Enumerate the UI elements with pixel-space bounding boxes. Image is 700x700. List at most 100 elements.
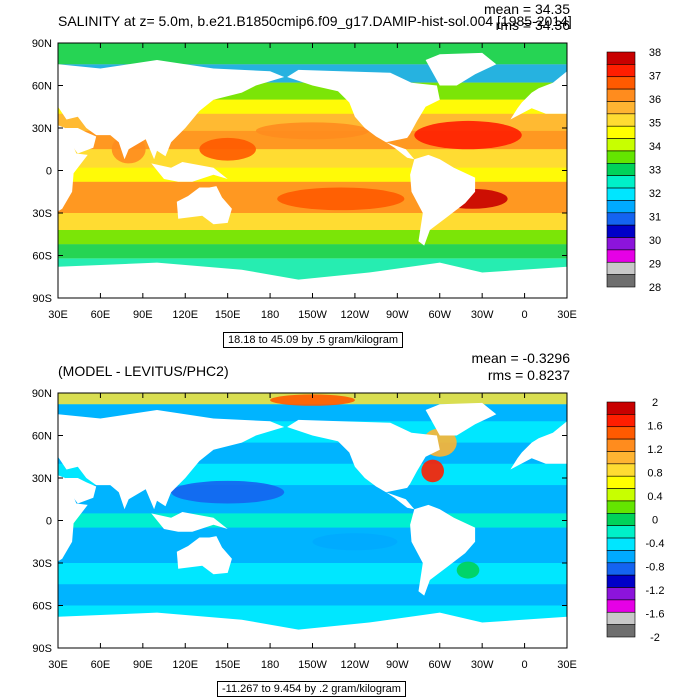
x-tick-label: 150E (215, 659, 241, 671)
colorbar-swatch (606, 513, 636, 526)
colorbar-swatch (606, 200, 636, 214)
colorbar-swatch (606, 463, 636, 477)
colorbar-swatch (606, 550, 636, 564)
x-tick-label: 120E (172, 659, 198, 671)
salinity-rms: rms = 34.36 (495, 17, 570, 33)
difference-contour-info: -11.267 to 9.454 by .2 gram/kilogram (217, 681, 406, 697)
colorbar-label: 0.8 (647, 468, 662, 480)
colorbar-swatch (606, 150, 636, 164)
y-tick-label: 60N (32, 431, 52, 443)
colorbar-label: 29 (649, 259, 661, 271)
land-mask (510, 71, 567, 120)
colorbar-label: 28 (649, 282, 661, 294)
colorbar-swatch (606, 488, 636, 502)
colorbar-label: -1.6 (646, 609, 665, 621)
difference-rms: rms = 0.8237 (487, 367, 570, 383)
colorbar-swatch (606, 76, 636, 90)
colorbar-swatch (606, 224, 636, 238)
colorbar-swatch (606, 187, 636, 201)
y-tick-label: 60N (32, 81, 52, 93)
x-tick-label: 120W (341, 659, 370, 671)
colorbar-label: -0.4 (646, 538, 665, 550)
land-mask (386, 142, 415, 160)
land-mask (510, 421, 567, 470)
x-tick-label: 30E (48, 659, 68, 671)
y-tick-label: 30S (32, 208, 52, 220)
land-mask (386, 492, 415, 510)
x-tick-label: 180 (261, 659, 279, 671)
y-tick-label: 90S (32, 643, 52, 655)
colorbar-label: 1.6 (647, 421, 662, 433)
salinity-contour-info: 18.18 to 45.09 by .5 gram/kilogram (223, 332, 403, 348)
y-tick-label: 90N (32, 388, 52, 400)
land-mask (151, 162, 228, 182)
colorbar-label: 2 (652, 397, 658, 409)
salinity-mean: mean = 34.35 (483, 1, 570, 17)
x-tick-label: 120E (172, 309, 198, 321)
x-tick-label: 120W (341, 309, 370, 321)
x-tick-label: 60E (91, 659, 111, 671)
colorbar-label: -0.8 (646, 562, 665, 574)
x-tick-label: 150W (298, 309, 327, 321)
colorbar-label: 0 (652, 515, 658, 527)
x-tick-label: 150E (215, 309, 241, 321)
difference-map: 30E 60E 90E 120E 150E 180 150W 120W 90W 60W 30W 0 30… (32, 388, 665, 671)
colorbar-swatch (606, 438, 636, 452)
colorbar-swatch (606, 163, 636, 176)
colorbar-swatch (606, 401, 636, 415)
x-tick-label: 60W (428, 659, 451, 671)
land-mask (425, 52, 497, 86)
colorbar-swatch (606, 274, 636, 288)
colorbar-swatch (606, 175, 636, 189)
salinity-title: SALINITY at z= 5.0m, b.e21.B1850cmip6.f0… (58, 13, 572, 29)
land-mask (176, 186, 232, 225)
x-tick-label: 0 (522, 309, 528, 321)
land-mask (58, 262, 567, 298)
x-tick-label: 90E (133, 659, 153, 671)
colorbar-swatch (606, 249, 636, 263)
land-mask (287, 419, 440, 493)
colorbar-swatch (606, 414, 636, 428)
colorbar-label: 1.2 (647, 444, 662, 456)
difference-title: (MODEL - LEVITUS/PHC2) (58, 363, 229, 379)
colorbar-swatch (606, 426, 636, 440)
colorbar-label: 38 (649, 47, 661, 59)
colorbar-swatch (606, 88, 636, 102)
x-tick-label: 180 (261, 309, 279, 321)
colorbar-swatch (606, 138, 636, 152)
colorbar-swatch (606, 101, 636, 115)
colorbar-label: 0.4 (647, 491, 662, 503)
y-tick-label: 60S (32, 251, 52, 263)
land-mask (58, 612, 567, 648)
land-mask (410, 504, 476, 596)
y-tick-label: 30N (32, 123, 52, 135)
x-tick-label: 90W (386, 659, 409, 671)
colorbar-label: -2 (650, 632, 660, 644)
difference-panel: (MODEL - LEVITUS/PHC2) mean = -0.3296 rm… (0, 350, 700, 700)
land-mask (287, 69, 440, 143)
salinity-panel: SALINITY at z= 5.0m, b.e21.B1850cmip6.f0… (32, 1, 661, 348)
land-mask (58, 410, 285, 510)
colorbar-swatch (606, 113, 636, 127)
colorbar-swatch (606, 525, 636, 539)
colorbar-swatch (606, 537, 636, 551)
colorbar-swatch (606, 500, 636, 514)
land-mask (58, 475, 88, 562)
colorbar-label: 35 (649, 118, 661, 130)
colorbar-swatch (606, 562, 636, 576)
colorbar-swatch (606, 624, 636, 638)
x-tick-label: 30E (557, 659, 577, 671)
x-tick-label: 30W (471, 309, 494, 321)
colorbar-label: 37 (649, 71, 661, 83)
y-tick-label: 0 (46, 166, 52, 178)
land-mask (425, 402, 497, 436)
colorbar-label: 34 (649, 141, 661, 153)
colorbar-swatch (606, 475, 636, 489)
salinity-map: 30E 60E 90E 120E 150E 180 150W 120W 90W 60W 30W 0 30… (32, 38, 661, 321)
y-tick-label: 90N (32, 38, 52, 50)
land-mask (151, 512, 228, 532)
colorbar-swatch (606, 64, 636, 78)
colorbar-label: 30 (649, 235, 661, 247)
colorbar-swatch (606, 51, 636, 65)
x-tick-label: 0 (522, 659, 528, 671)
